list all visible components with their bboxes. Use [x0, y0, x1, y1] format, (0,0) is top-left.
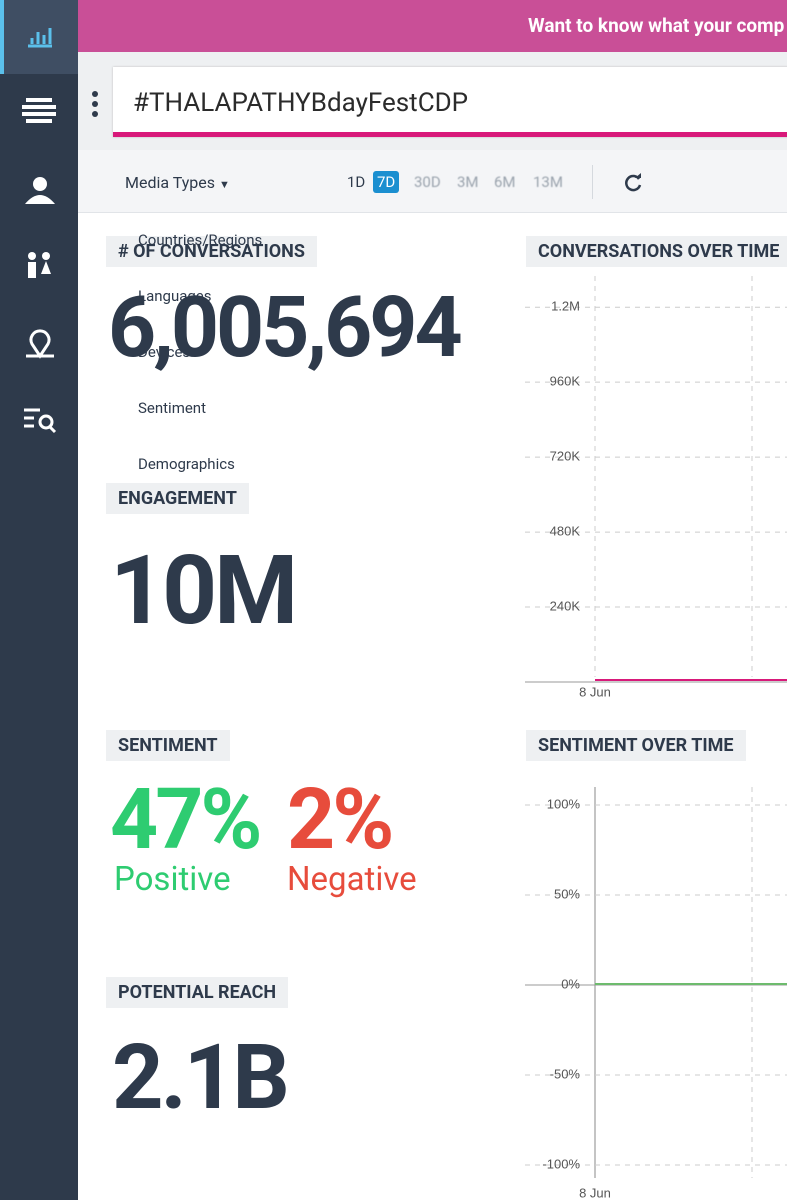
menu-item[interactable]: Languages — [138, 287, 212, 305]
menu-item[interactable]: Demographics — [138, 455, 235, 473]
y-tick-label: 480K — [550, 524, 581, 539]
range-button[interactable]: 30D — [414, 173, 441, 191]
sidebar — [0, 0, 78, 1200]
x-tick-label: 8 Jun — [579, 684, 611, 699]
stream-icon[interactable] — [22, 98, 56, 123]
menu-item[interactable]: Devices — [138, 343, 191, 361]
y-tick-label: 240K — [550, 598, 581, 613]
negative-value: 2% — [287, 770, 394, 869]
positive-label: Positive — [114, 860, 231, 899]
y-tick-label: 960K — [550, 374, 581, 389]
menu-item[interactable]: Countries/Regions — [138, 231, 263, 249]
y-tick-label: -50% — [550, 1066, 581, 1081]
reach-title: POTENTIAL REACH — [106, 977, 289, 1008]
y-tick-label: 720K — [550, 449, 581, 464]
range-button[interactable]: 1D — [347, 173, 366, 191]
range-button[interactable]: 13M — [533, 173, 563, 191]
positive-value: 47% — [110, 770, 262, 869]
sentiment-title: SENTIMENT — [106, 730, 230, 761]
y-tick-label: 1.2M — [551, 299, 580, 314]
divider — [592, 165, 593, 199]
kebab-menu[interactable] — [88, 90, 102, 120]
y-tick-label: 100% — [547, 796, 581, 811]
conversations-value: 6,005,694 — [108, 278, 463, 377]
audience-icon[interactable] — [25, 177, 55, 204]
y-tick-label: 50% — [554, 886, 580, 901]
range-button[interactable]: 3M — [457, 173, 479, 191]
engagement-value: 10M — [110, 535, 298, 647]
reach-value: 2.1B — [112, 1025, 290, 1130]
promo-banner[interactable]: Want to know what your comp — [78, 0, 787, 52]
chart-title: SENTIMENT OVER TIME — [526, 730, 746, 761]
y-tick-label: -100% — [542, 1156, 580, 1171]
filter-bar — [78, 150, 787, 213]
refresh-button[interactable] — [622, 171, 644, 193]
active-indicator — [0, 0, 4, 74]
search-list-icon[interactable] — [24, 408, 57, 434]
engagement-title: ENGAGEMENT — [106, 483, 249, 514]
menu-item[interactable]: Sentiment — [138, 399, 206, 417]
banner-text: Want to know what your comp — [528, 14, 785, 37]
negative-label: Negative — [287, 860, 417, 899]
location-icon[interactable] — [26, 329, 54, 359]
demographics-icon[interactable] — [28, 252, 51, 278]
range-button[interactable]: 6M — [494, 173, 516, 191]
range-button[interactable]: 7D — [373, 171, 400, 193]
sidebar-icons — [0, 0, 78, 434]
search-query[interactable]: #THALAPATHYBdayFestCDP — [113, 67, 787, 137]
y-tick-label: 0% — [561, 976, 580, 991]
conversations-title: # OF CONVERSATIONS — [106, 236, 317, 267]
analytics-icon[interactable] — [28, 28, 52, 48]
media-types-label: Media Types — [125, 173, 216, 192]
media-types-dropdown[interactable]: Media Types ▼ — [125, 173, 230, 192]
chart-title: CONVERSATIONS OVER TIME — [526, 236, 787, 267]
x-tick-label: 8 Jun — [579, 1185, 611, 1200]
